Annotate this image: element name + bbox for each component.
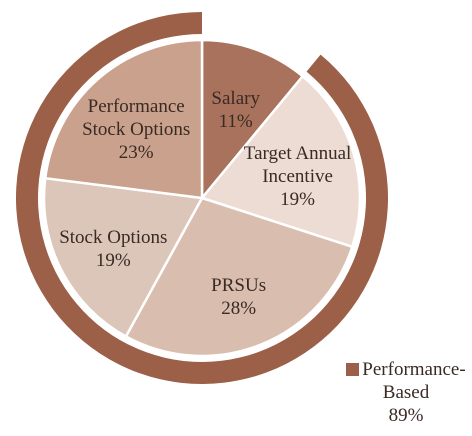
value-label: 19% [280,188,315,210]
pie-slice [43,38,204,200]
legend-swatch [346,363,360,376]
value-label: 19% [95,250,131,272]
category-label: Stock Options [59,227,168,249]
pie-slice [199,74,362,249]
pie-slice [200,38,305,202]
slice-label: Salary 11% [180,50,292,170]
legend-label: Performance-Based [362,359,466,403]
value-label: 28% [221,297,257,319]
slice-label: Performance Stock Options 23% [80,69,192,189]
legend-entry: Performance-Based [340,358,472,404]
pie-slice [124,196,354,358]
slice-label: Stock Options 19% [57,189,169,309]
category-label: PRSUs [211,274,267,296]
legend-value: 89% [388,405,424,426]
value-label: 23% [118,141,154,163]
slice-label: Target Annual Incentive 19% [242,116,354,236]
slice-label: PRSUs 28% [183,237,295,357]
category-label: Target Annual Incentive [243,142,352,187]
category-label: Salary [211,88,260,110]
category-label: Performance Stock Options [82,95,191,140]
legend-box: Performance-Based 89% [340,358,472,427]
pie-slice [42,176,204,339]
value-label: 11% [218,111,253,133]
